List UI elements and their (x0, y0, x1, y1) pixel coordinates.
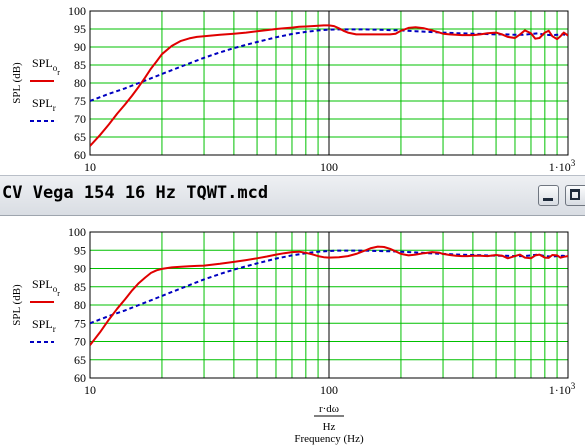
series-line-solid (90, 24, 568, 147)
legend-label: SPLor (32, 277, 60, 298)
plot-frame (89, 231, 569, 379)
y-axis-label: SPL (dB) (11, 284, 23, 326)
lower-spl-chart: 60 65 70 75 80 85 90 95 100 10 100 1·103 SPL (dB) SPL… (11, 225, 576, 445)
plot-frame (89, 10, 569, 156)
y-tick-label: 60 (74, 371, 86, 385)
y-tick-label: 95 (74, 243, 86, 257)
x-tick-label: 100 (320, 160, 338, 174)
y-tick-label: 70 (74, 335, 86, 349)
y-tick-label: 100 (68, 225, 86, 239)
series-group (90, 24, 568, 147)
chart-grid (90, 232, 568, 378)
upper-spl-chart: 60 65 70 75 80 85 90 95 100 10 100 1·103 SPL (dB) SPL… (11, 4, 576, 174)
minimize-button[interactable] (538, 185, 559, 206)
x-tick-label: 100 (320, 383, 338, 397)
maximize-button[interactable] (565, 185, 585, 206)
x-axis-label-denominator: Hz (323, 421, 336, 433)
series-line-dashed (90, 249, 568, 325)
y-tick-label: 65 (74, 130, 86, 144)
legend-label: SPLor (32, 56, 60, 77)
y-tick-label: 65 (74, 353, 86, 367)
y-tick-label: 100 (68, 4, 86, 18)
x-tick-label: 1·103 (549, 158, 576, 174)
x-tick-label: 1·103 (549, 381, 576, 397)
y-tick-label: 80 (74, 298, 86, 312)
series-line-solid (90, 245, 568, 346)
legend-label: SPLr (32, 317, 56, 334)
y-tick-label: 75 (74, 316, 86, 330)
window-title-bar[interactable]: CV Vega 154 16 Hz TQWT.mcd (0, 175, 585, 216)
series-group (90, 245, 568, 346)
x-tick-label: 10 (84, 160, 96, 174)
y-tick-label: 90 (74, 40, 86, 54)
y-tick-label: 85 (74, 58, 86, 72)
y-tick-label: 70 (74, 112, 86, 126)
legend-label: SPLr (32, 96, 56, 113)
y-tick-label: 60 (74, 148, 86, 162)
minimize-icon (543, 198, 553, 201)
y-tick-label: 75 (74, 94, 86, 108)
window-title: CV Vega 154 16 Hz TQWT.mcd (2, 183, 269, 203)
y-axis-label: SPL (dB) (11, 62, 23, 104)
y-tick-label: 95 (74, 22, 86, 36)
maximize-icon (570, 189, 580, 200)
y-tick-label: 80 (74, 76, 86, 90)
x-tick-label: 10 (84, 383, 96, 397)
series-line-dashed (90, 28, 568, 102)
y-tick-label: 90 (74, 262, 86, 276)
y-tick-label: 85 (74, 280, 86, 294)
x-axis-label-numerator: r·dω (319, 403, 339, 415)
x-axis-caption: Frequency (Hz) (294, 433, 364, 445)
